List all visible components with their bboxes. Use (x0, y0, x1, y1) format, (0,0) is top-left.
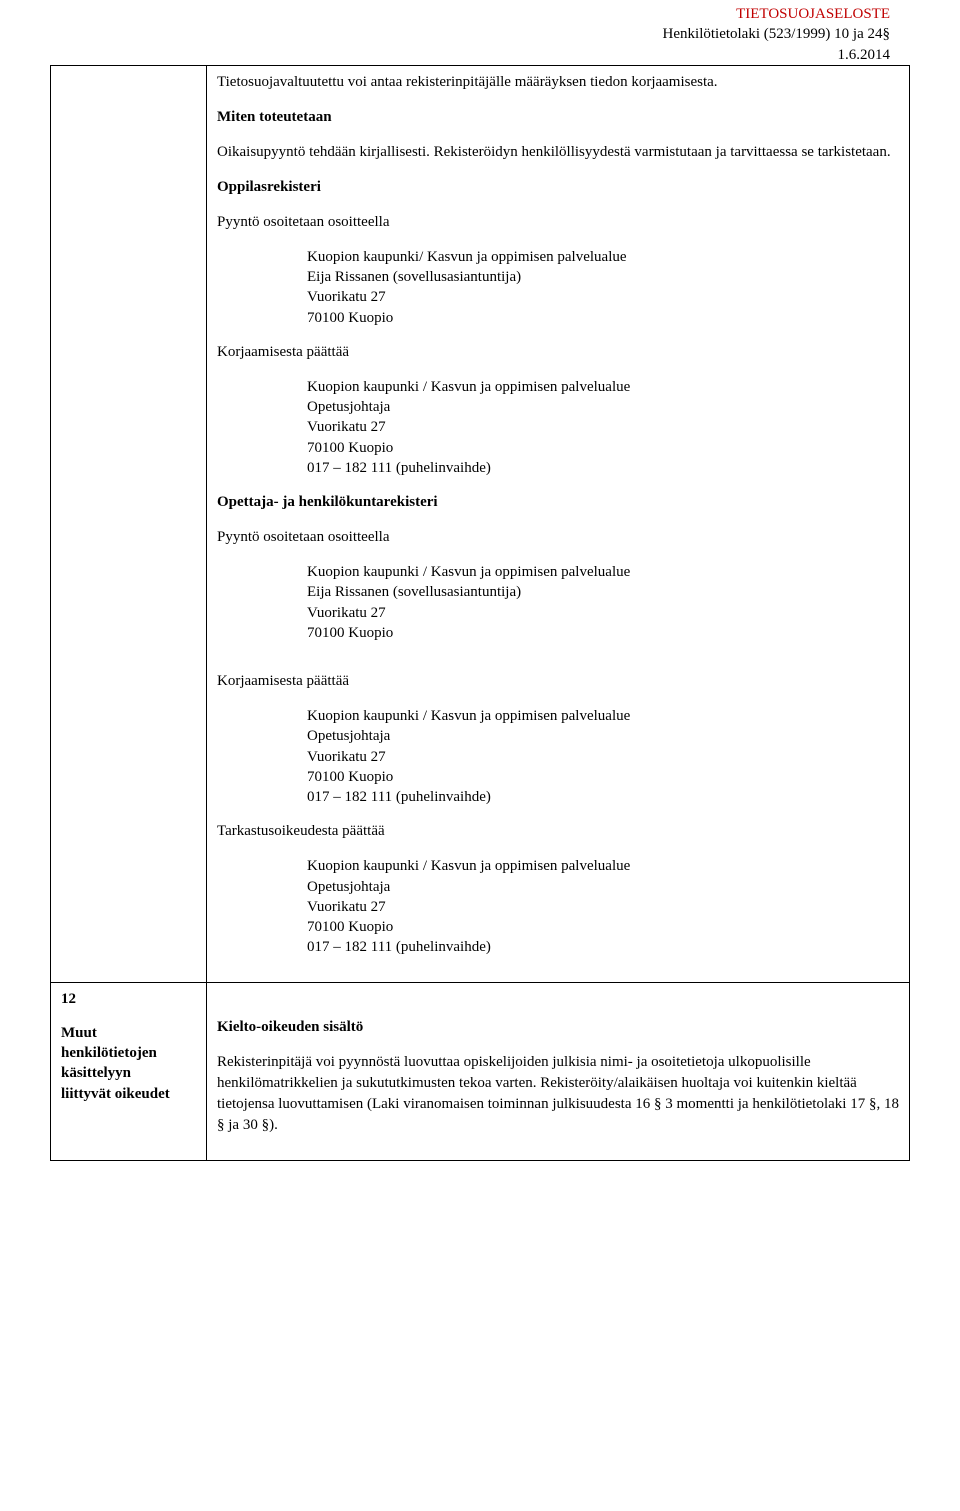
document-table: Tietosuojavaltuutettu voi antaa rekister… (50, 65, 910, 1161)
section-title-line: käsittelyyn (61, 1063, 196, 1083)
address-block: Kuopion kaupunki / Kasvun ja oppimisen p… (307, 706, 899, 807)
paragraph: Rekisterinpitäjä voi pyynnöstä luovuttaa… (217, 1052, 899, 1136)
address-block: Kuopion kaupunki / Kasvun ja oppimisen p… (307, 377, 899, 478)
address-line: Vuorikatu 27 (307, 417, 899, 437)
subheading-oppilasrekisteri: Oppilasrekisteri (217, 177, 899, 198)
address-line: 70100 Kuopio (307, 767, 899, 787)
section-number: 12 (61, 989, 196, 1009)
section-title-line: liittyvät oikeudet (61, 1084, 196, 1104)
header-date: 1.6.2014 (0, 45, 890, 65)
subheading-kielto: Kielto-oikeuden sisältö (217, 1017, 899, 1038)
decides-label: Korjaamisesta päättää (217, 342, 899, 363)
spacer (217, 989, 899, 1003)
address-line: Opetusjohtaja (307, 397, 899, 417)
address-line: Eija Rissanen (sovellusasiantuntija) (307, 267, 899, 287)
address-line: Opetusjohtaja (307, 726, 899, 746)
address-line: 70100 Kuopio (307, 917, 899, 937)
spacer (61, 1009, 196, 1023)
address-line: Kuopion kaupunki / Kasvun ja oppimisen p… (307, 377, 899, 397)
address-line: Kuopion kaupunki / Kasvun ja oppimisen p… (307, 856, 899, 876)
address-line: Opetusjohtaja (307, 877, 899, 897)
request-address-label: Pyyntö osoitetaan osoitteella (217, 527, 899, 548)
subheading-opettajarekisteri: Opettaja- ja henkilökuntarekisteri (217, 492, 899, 513)
address-block: Kuopion kaupunki / Kasvun ja oppimisen p… (307, 856, 899, 957)
section-left-cell (51, 65, 207, 982)
address-line: 017 – 182 111 (puhelinvaihde) (307, 937, 899, 957)
address-block: Kuopion kaupunki / Kasvun ja oppimisen p… (307, 562, 899, 643)
address-line: Vuorikatu 27 (307, 287, 899, 307)
section-left-cell: 12 Muut henkilötietojen käsittelyyn liit… (51, 982, 207, 1160)
address-line: Eija Rissanen (sovellusasiantuntija) (307, 582, 899, 602)
decides-label: Korjaamisesta päättää (217, 671, 899, 692)
section-right-cell: Kielto-oikeuden sisältö Rekisterinpitäjä… (207, 982, 910, 1160)
page: TIETOSUOJASELOSTE Henkilötietolaki (523/… (0, 0, 960, 1161)
paragraph: Tietosuojavaltuutettu voi antaa rekister… (217, 72, 899, 93)
table-row: Tietosuojavaltuutettu voi antaa rekister… (51, 65, 910, 982)
address-line: Kuopion kaupunki / Kasvun ja oppimisen p… (307, 562, 899, 582)
address-line: 70100 Kuopio (307, 623, 899, 643)
address-line: Vuorikatu 27 (307, 747, 899, 767)
spacer (217, 657, 899, 671)
subheading-miten: Miten toteutetaan (217, 107, 899, 128)
request-address-label: Pyyntö osoitetaan osoitteella (217, 212, 899, 233)
section-title-line: henkilötietojen (61, 1043, 196, 1063)
header-law-reference: Henkilötietolaki (523/1999) 10 ja 24§ (0, 24, 890, 44)
address-line: Vuorikatu 27 (307, 603, 899, 623)
address-line: Vuorikatu 27 (307, 897, 899, 917)
address-line: 017 – 182 111 (puhelinvaihde) (307, 458, 899, 478)
address-block: Kuopion kaupunki/ Kasvun ja oppimisen pa… (307, 247, 899, 328)
address-line: Kuopion kaupunki/ Kasvun ja oppimisen pa… (307, 247, 899, 267)
address-line: 70100 Kuopio (307, 438, 899, 458)
tarkastus-label: Tarkastusoikeudesta päättää (217, 821, 899, 842)
section-title-line: Muut (61, 1023, 196, 1043)
table-row: 12 Muut henkilötietojen käsittelyyn liit… (51, 982, 910, 1160)
address-line: 017 – 182 111 (puhelinvaihde) (307, 787, 899, 807)
paragraph: Oikaisupyyntö tehdään kirjallisesti. Rek… (217, 142, 899, 163)
address-line: Kuopion kaupunki / Kasvun ja oppimisen p… (307, 706, 899, 726)
section-right-cell: Tietosuojavaltuutettu voi antaa rekister… (207, 65, 910, 982)
header-title: TIETOSUOJASELOSTE (0, 4, 890, 24)
address-line: 70100 Kuopio (307, 308, 899, 328)
page-header: TIETOSUOJASELOSTE Henkilötietolaki (523/… (0, 0, 960, 65)
